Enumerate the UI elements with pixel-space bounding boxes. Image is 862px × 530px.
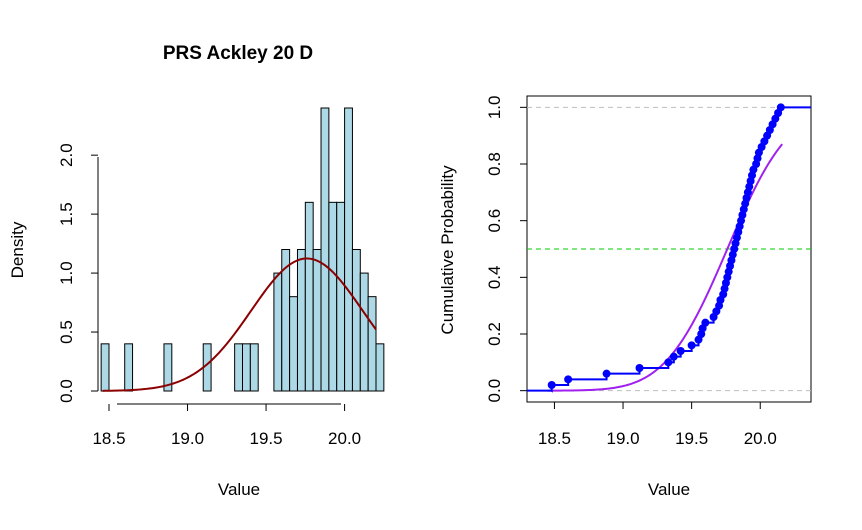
ecdf-y-ticks: 0.0 0.2 0.4 0.6 0.8 1.0 [485, 96, 527, 403]
histogram-bars [100, 107, 385, 392]
ecdf-points [547, 103, 785, 389]
histogram-y-tick-label: 2.0 [57, 143, 76, 167]
histogram-bar [312, 249, 322, 392]
ecdf-point [564, 375, 573, 384]
histogram-bar [359, 272, 369, 392]
histogram-bar [375, 343, 385, 392]
ecdf-point [687, 341, 696, 350]
histogram-bar [351, 249, 361, 392]
ecdf-point [669, 352, 678, 361]
ecdf-point [776, 103, 785, 112]
histogram-bar [234, 343, 243, 392]
histogram-title: PRS Ackley 20 D [163, 43, 313, 64]
histogram-bar [273, 272, 283, 392]
histogram-x-ticks: 18.5 19.0 19.5 20.0 [92, 404, 361, 448]
histogram-panel: PRS Ackley 20 D 18.5 19.0 19.5 20.0 0.0 0.5 1… [8, 43, 385, 499]
histogram-bar [124, 343, 134, 392]
ecdf-y-tick-label: 0.2 [485, 322, 504, 346]
histogram-bar [336, 201, 346, 392]
ecdf-x-ticks: 18.5 19.0 19.5 20.0 [538, 402, 777, 448]
histogram-y-tick-label: 0.5 [57, 320, 76, 344]
histogram-bar [289, 296, 298, 392]
ecdf-y-tick-label: 1.0 [485, 96, 504, 120]
ecdf-x-tick-label: 19.0 [606, 429, 639, 448]
histogram-bar [344, 107, 353, 392]
ecdf-panel: 18.5 19.0 19.5 20.0 0.0 0.2 0.4 0.6 0.8 1.0 Valu… [438, 95, 812, 499]
ecdf-x-tick-label: 20.0 [744, 429, 777, 448]
ecdf-x-tick-label: 19.5 [675, 429, 708, 448]
histogram-x-tick-label: 19.0 [171, 429, 204, 448]
histogram-x-label: Value [218, 480, 260, 499]
ecdf-step-line [527, 106, 812, 393]
histogram-bar [328, 201, 338, 392]
ecdf-y-tick-label: 0.8 [485, 152, 504, 176]
ecdf-point [701, 318, 710, 327]
ecdf-y-tick-label: 0.4 [485, 266, 504, 290]
ecdf-y-label: Cumulative Probability [438, 165, 457, 335]
histogram-x-tick-label: 18.5 [92, 429, 125, 448]
ecdf-point [635, 364, 644, 372]
ecdf-point [602, 369, 611, 378]
ecdf-point [676, 347, 685, 355]
histogram-bar [304, 201, 314, 392]
ecdf-point [547, 381, 556, 389]
ecdf-x-label: Value [648, 480, 690, 499]
histogram-bar [296, 249, 306, 392]
histogram-bar [320, 107, 330, 392]
ecdf-y-tick-label: 0.6 [485, 209, 504, 233]
histogram-x-tick-label: 20.0 [328, 429, 361, 448]
ecdf-plot-box [526, 95, 812, 403]
ecdf-x-tick-label: 18.5 [538, 429, 571, 448]
histogram-y-tick-label: 0.0 [57, 379, 76, 403]
histogram-y-tick-label: 1.5 [57, 202, 76, 226]
ecdf-point [664, 358, 673, 367]
histogram-y-ticks: 0.0 0.5 1.0 1.5 2.0 [57, 143, 98, 403]
ecdf-y-tick-label: 0.0 [485, 379, 504, 403]
histogram-bar [241, 343, 251, 392]
histogram-y-label: Density [8, 221, 27, 278]
density-curve [102, 257, 377, 392]
histogram-bar [249, 343, 259, 392]
histogram-x-tick-label: 19.5 [250, 429, 283, 448]
histogram-y-tick-label: 1.0 [57, 261, 76, 285]
histogram-bar [367, 296, 377, 392]
histogram-bar [163, 343, 173, 392]
histogram-bar [100, 343, 110, 392]
